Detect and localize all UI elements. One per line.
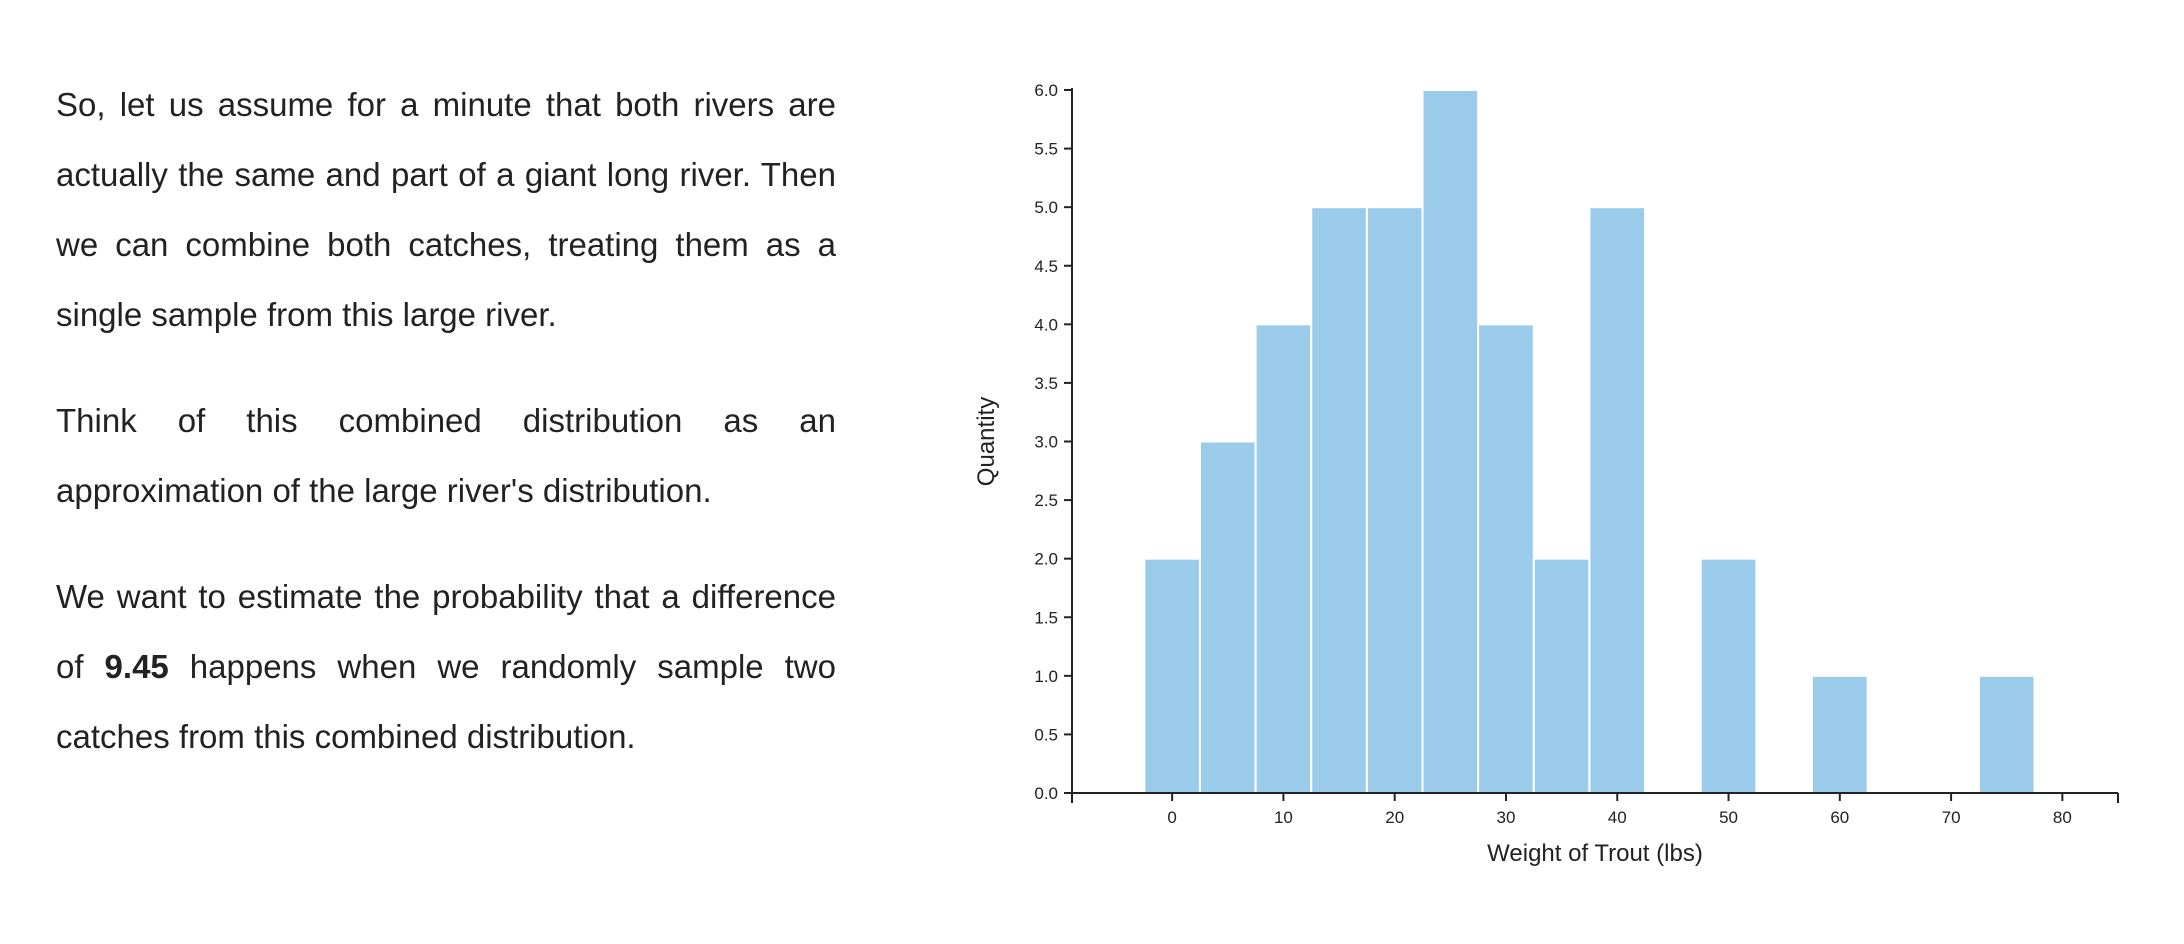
x-tick-label: 0 <box>1167 808 1176 827</box>
y-tick-label: 2.5 <box>1034 491 1058 510</box>
x-axis: 0 10 20 30 40 50 60 70 80 <box>1071 792 2119 827</box>
y-tick-label: 3.5 <box>1034 374 1058 393</box>
paragraph-text-before: We want to estimate the probability that… <box>56 578 836 685</box>
y-tick-label: 2.0 <box>1034 550 1058 569</box>
x-tick-label: 70 <box>1942 808 1961 827</box>
histogram-bar <box>1143 557 1201 794</box>
histogram-bar <box>1365 206 1424 794</box>
x-tick-label: 40 <box>1608 808 1627 827</box>
y-axis: 0.0 0.5 1.0 1.5 2.0 2.5 3.0 3.5 4.0 4.5 5.0 5.5 6.0 <box>1034 81 1073 803</box>
paragraph-estimate-probability: We want to estimate the probability that… <box>56 562 836 772</box>
histogram-bar <box>1810 674 1869 794</box>
x-axis-title: Weight of Trout (lbs) <box>1487 840 1703 867</box>
x-tick-label: 10 <box>1274 808 1293 827</box>
y-tick-label: 1.0 <box>1034 667 1058 686</box>
difference-value: 9.45 <box>104 648 169 685</box>
y-tick-label: 4.0 <box>1034 315 1058 334</box>
histogram-bar <box>1310 206 1368 794</box>
histogram-chart: 0.00.51.01.52.02.53.03.54.04.55.05.56.0 … <box>973 81 2119 867</box>
y-tick-label: 0.5 <box>1034 725 1058 744</box>
narrative-text: So, let us assume for a minute that both… <box>56 70 836 808</box>
y-tick-label: 0.0 <box>1034 784 1058 803</box>
histogram-bar <box>1977 674 2036 794</box>
histogram-panel: 0.0 0.5 1.0 1.5 2.0 2.5 3.0 3.5 4.0 4.5 5.0 5.5 6.0 … <box>956 60 2136 880</box>
y-tick-label: 5.0 <box>1034 198 1058 217</box>
histogram-bar <box>1532 557 1591 794</box>
y-axis-title: Quantity <box>973 397 1000 486</box>
histogram-bar <box>1421 89 1480 794</box>
bars-group <box>1143 89 2036 794</box>
paragraph-combine-rivers: So, let us assume for a minute that both… <box>56 86 836 333</box>
x-tick-label: 80 <box>2053 808 2072 827</box>
histogram-bar <box>1588 206 1647 794</box>
histogram-bar <box>1477 323 1535 794</box>
x-tick-label: 20 <box>1385 808 1404 827</box>
paragraph-text-after: happens when we randomly sample two catc… <box>56 648 836 755</box>
x-tick-label: 50 <box>1719 808 1738 827</box>
y-tick-label: 4.5 <box>1034 257 1058 276</box>
histogram-bar <box>1254 323 1313 794</box>
y-tick-label: 5.5 <box>1034 140 1058 159</box>
x-tick-label: 30 <box>1497 808 1516 827</box>
y-tick-label: 3.0 <box>1034 433 1058 452</box>
histogram-bar <box>1699 557 1758 794</box>
histogram-bar <box>1198 440 1257 794</box>
y-tick-label: 1.5 <box>1034 608 1058 627</box>
y-tick-label: 6.0 <box>1034 81 1058 100</box>
x-tick-label: 60 <box>1830 808 1849 827</box>
paragraph-approximation: Think of this combined distribution as a… <box>56 402 836 509</box>
